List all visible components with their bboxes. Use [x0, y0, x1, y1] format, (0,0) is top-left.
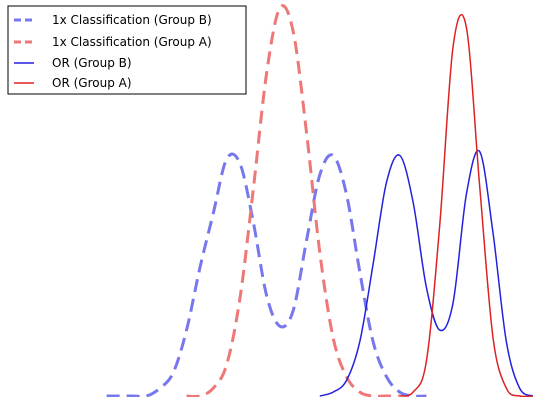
legend-entry-or-group-a: OR (Group A)	[14, 76, 132, 90]
legend-label-or-group-b: OR (Group B)	[52, 56, 132, 70]
series-line-or-group-a	[399, 14, 533, 397]
chart-legend: 1x Classification (Group B) 1x Classific…	[7, 5, 247, 95]
legend-entry-or-group-b: OR (Group B)	[14, 56, 132, 70]
chart-lines	[106, 4, 533, 397]
series-line-1x-classification-group-b	[106, 152, 427, 397]
series-line-1x-classification-group-a	[186, 4, 400, 397]
legend-label-1x-classification-group-b: 1x Classification (Group B)	[52, 13, 212, 27]
legend-box	[7, 5, 247, 95]
legend-entry-1x-classification-group-b: 1x Classification (Group B)	[14, 13, 212, 27]
legend-label-or-group-a: OR (Group A)	[52, 76, 132, 90]
legend-entry-1x-classification-group-a: 1x Classification (Group A)	[14, 35, 212, 49]
legend-label-1x-classification-group-a: 1x Classification (Group A)	[52, 35, 212, 49]
series-line-or-group-b	[319, 149, 533, 397]
